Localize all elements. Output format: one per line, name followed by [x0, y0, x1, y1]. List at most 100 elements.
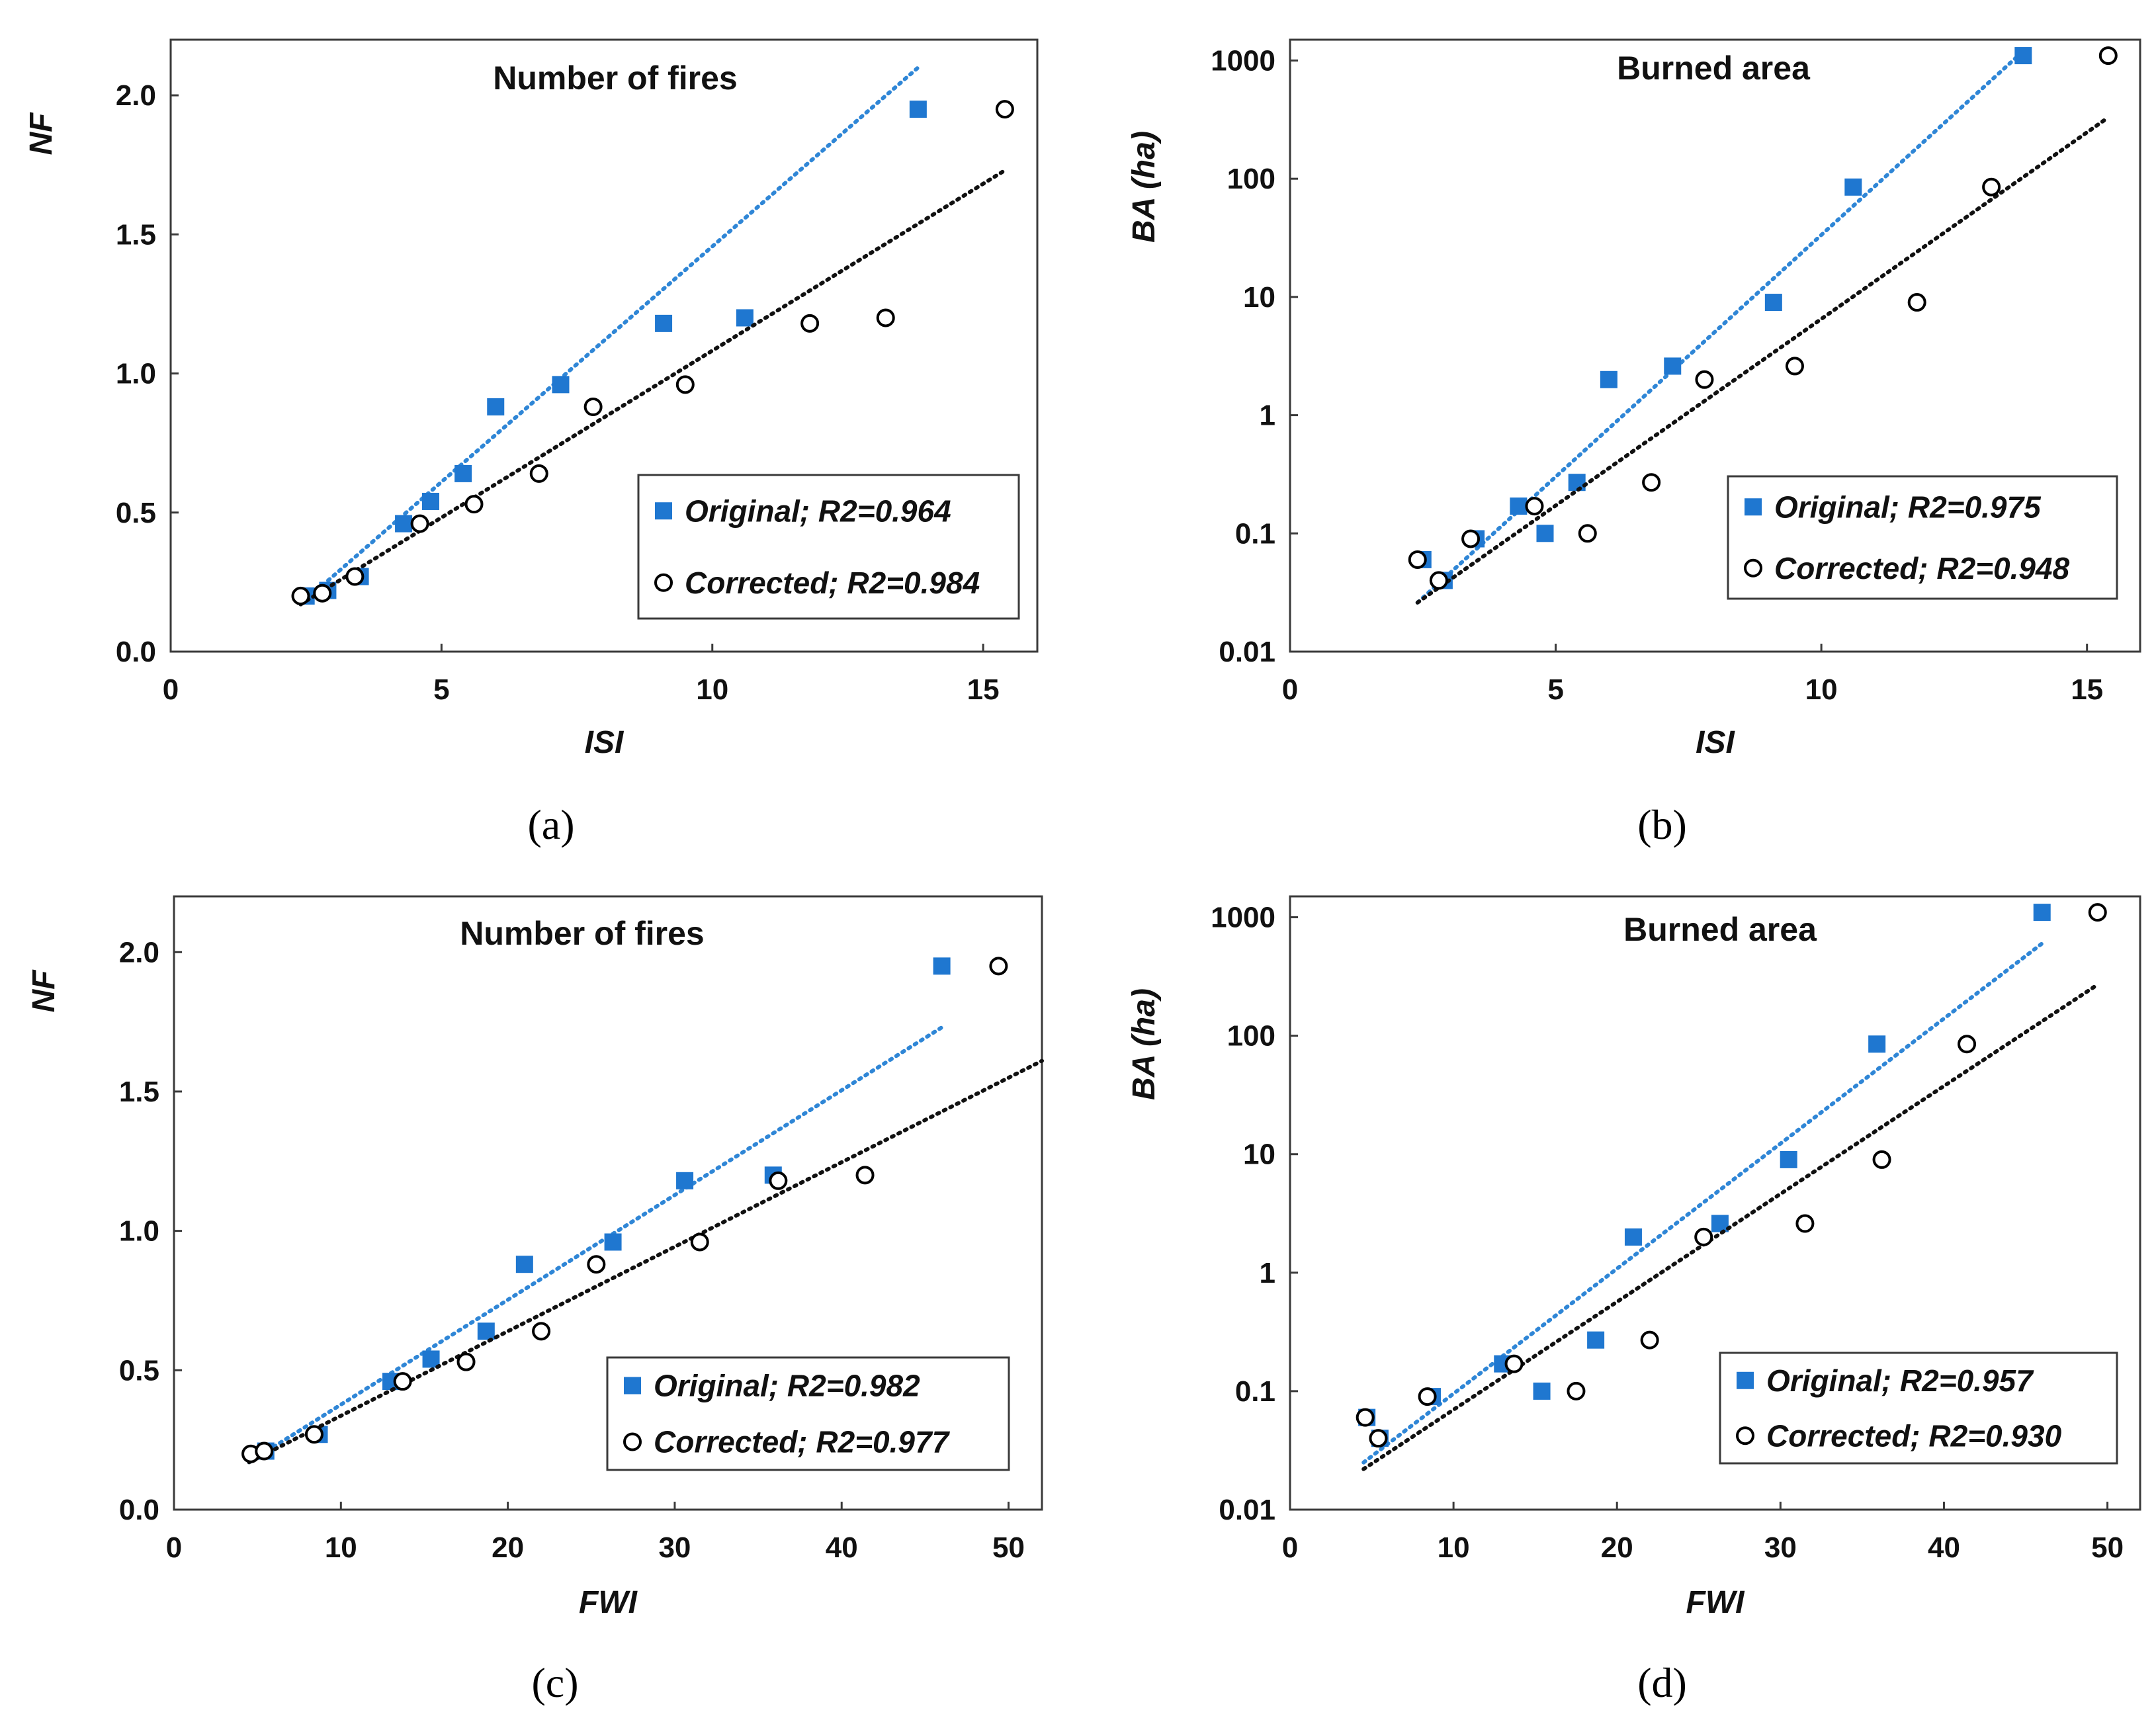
data-point-corrected	[2098, 46, 2118, 65]
x-tick-label: 20	[1601, 1531, 1633, 1564]
data-point-original	[933, 957, 951, 975]
data-point-original	[736, 309, 754, 327]
trend-line	[298, 65, 920, 607]
legend-marker-circle	[1736, 1426, 1754, 1445]
series-corrected	[241, 957, 1044, 1465]
x-tick-label: 10	[325, 1531, 357, 1564]
plot-frame	[173, 895, 1043, 1511]
data-point-original	[515, 1256, 533, 1273]
panel-label: (a)	[527, 801, 574, 848]
y-tick-label: 2.0	[119, 936, 159, 968]
data-point-corrected	[313, 583, 332, 603]
x-tick-label: 15	[2071, 673, 2103, 706]
legend-entry-label: Original; R2=0.982	[654, 1369, 920, 1403]
data-point-corrected	[989, 957, 1008, 976]
plot-frame	[1289, 38, 2141, 653]
y-tick-label: 2.0	[116, 79, 156, 112]
data-point-original	[1664, 357, 1682, 375]
data-point-original	[487, 398, 505, 415]
chart-title: Burned area	[1617, 50, 1811, 87]
chart-title: Number of fires	[493, 60, 738, 97]
y-tick-label: 0.1	[1235, 1375, 1275, 1408]
data-point-original	[1844, 178, 1862, 196]
data-point-corrected	[1504, 1354, 1524, 1373]
x-axis-label: ISI	[1696, 725, 1735, 760]
data-point-original	[1624, 1228, 1642, 1246]
legend-entry-label: Corrected; R2=0.930	[1766, 1418, 2062, 1453]
data-point-corrected	[587, 1255, 606, 1274]
y-axis-label: NF	[26, 969, 62, 1013]
y-tick-label: 10	[1243, 281, 1275, 314]
x-tick-label: 0	[1282, 1531, 1298, 1564]
x-axis-label: FWI	[1686, 1585, 1746, 1620]
x-axis-label: FWI	[579, 1585, 638, 1620]
chart-title: Number of fires	[460, 915, 705, 952]
data-point-corrected	[1369, 1429, 1388, 1448]
x-tick-label: 40	[1928, 1531, 1960, 1564]
legend-box	[606, 1356, 1010, 1471]
data-point-corrected	[1982, 177, 2001, 196]
trend-line	[247, 1025, 944, 1465]
data-point-original	[1587, 1331, 1605, 1349]
legend-entry-label: Original; R2=0.964	[685, 494, 951, 528]
data-point-original	[2033, 904, 2051, 922]
x-tick-label: 5	[433, 673, 449, 706]
data-point-original	[1533, 1382, 1551, 1400]
data-point-original	[1536, 525, 1554, 542]
y-tick-label: 1000	[1211, 44, 1275, 77]
data-point-corrected	[410, 514, 429, 533]
x-tick-label: 30	[1764, 1531, 1797, 1564]
data-point-corrected	[876, 308, 895, 327]
data-point-original	[422, 1350, 440, 1368]
data-point-original	[604, 1233, 622, 1251]
data-point-original	[2014, 47, 2032, 65]
data-point-original	[454, 464, 472, 482]
legend-marker-square	[655, 502, 672, 520]
chart-panel-c: 0.0 0.5 1.0 1.5 2.0 0 10 20 30 40 50 FWI NF Number of…	[26, 895, 1044, 1706]
chart-panel-d: 0.01 0.1 1 10 100 1000 0 10 20 30 40 50 FWI BA (ha) Bu…	[1127, 895, 2141, 1706]
data-point-corrected	[1642, 473, 1661, 492]
data-point-corrected	[1578, 524, 1597, 543]
y-axis-label: BA (ha)	[1127, 988, 1162, 1100]
data-point-original	[909, 101, 927, 118]
trend-line	[247, 1058, 1044, 1465]
y-axis-label: NF	[24, 112, 59, 155]
x-tick-label: 0	[1282, 673, 1298, 706]
series-original	[1358, 904, 2051, 1465]
y-tick-label: 1.5	[119, 1076, 159, 1108]
data-point-corrected	[1907, 293, 1926, 312]
data-point-corrected	[532, 1322, 551, 1341]
legend-entry-label: Corrected; R2=0.977	[654, 1425, 951, 1459]
chart-panel-a: 0.0 0.5 1.0 1.5 2.0 0 5 10 15 ISI NF Number of fire…	[24, 38, 1039, 848]
y-tick-label: 0.01	[1219, 1494, 1275, 1526]
x-tick-label: 50	[2091, 1531, 2124, 1564]
legend-entry-label: Corrected; R2=0.984	[685, 566, 980, 600]
y-tick-label: 1	[1260, 1257, 1275, 1289]
trend-line	[1415, 115, 2110, 605]
y-tick-label: 1	[1260, 400, 1275, 432]
data-point-corrected	[675, 375, 695, 394]
data-point-original	[477, 1322, 495, 1340]
chart-title: Burned area	[1623, 911, 1817, 948]
x-tick-label: 15	[967, 673, 1000, 706]
data-point-corrected	[1958, 1035, 1977, 1054]
legend-entry-label: Original; R2=0.975	[1774, 490, 2042, 524]
x-tick-label: 50	[992, 1531, 1025, 1564]
data-point-original	[1510, 497, 1528, 515]
data-point-corrected	[690, 1232, 709, 1252]
legend-marker-circle	[654, 573, 673, 592]
y-tick-label: 0.1	[1235, 517, 1275, 550]
data-point-corrected	[304, 1425, 323, 1444]
y-tick-label: 0.5	[119, 1354, 159, 1387]
data-point-corrected	[995, 100, 1014, 119]
trend-line	[1361, 982, 2100, 1471]
data-point-original	[1568, 474, 1586, 492]
data-point-corrected	[1461, 529, 1481, 548]
legend-marker-circle	[1744, 558, 1762, 578]
x-tick-label: 30	[658, 1531, 691, 1564]
data-point-corrected	[855, 1166, 875, 1185]
data-point-corrected	[393, 1372, 412, 1391]
legend-box	[1719, 1352, 2118, 1465]
y-tick-label: 100	[1227, 1020, 1275, 1053]
